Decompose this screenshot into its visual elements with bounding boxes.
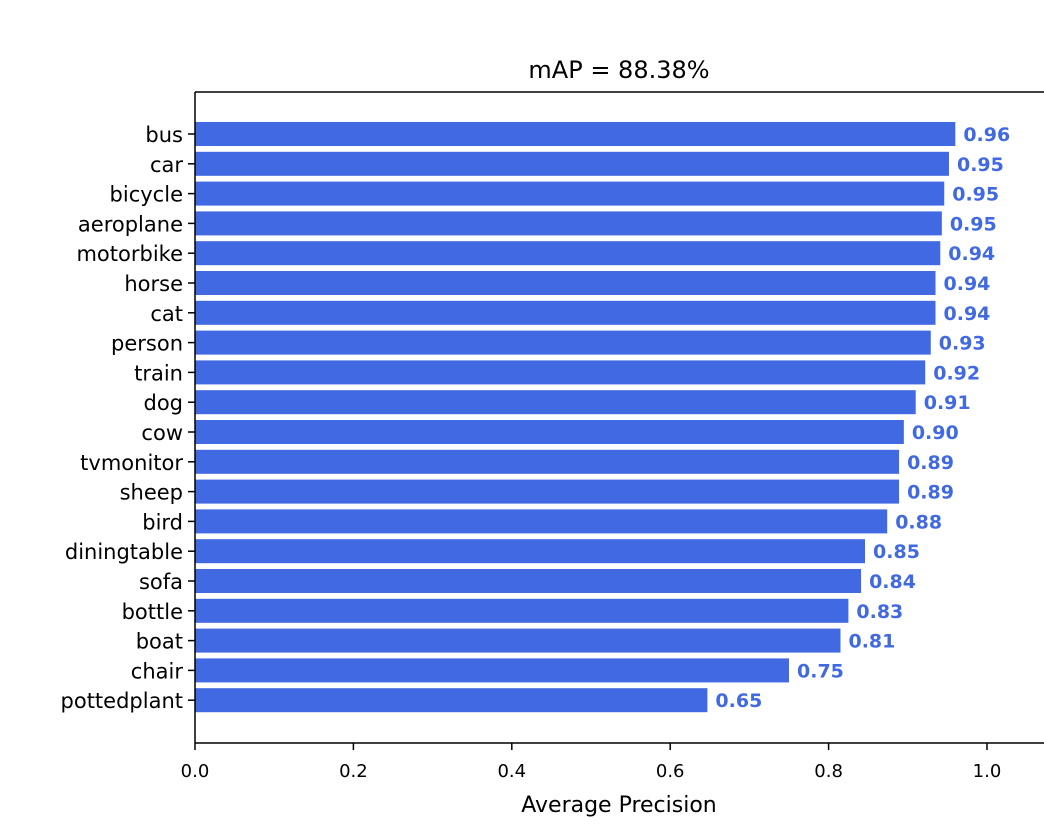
bar-train: [195, 360, 926, 385]
bar-bus: [195, 122, 956, 146]
bar-boat: [195, 628, 841, 653]
data-label-horse: 0.94: [944, 273, 991, 295]
y-tick-label-cat: cat: [150, 302, 183, 326]
x-tick-label: 0.8: [814, 761, 843, 782]
data-label-sofa: 0.84: [869, 571, 916, 593]
y-tick-label-sheep: sheep: [120, 481, 183, 505]
y-tick-label-pottedplant: pottedplant: [61, 689, 183, 713]
data-label-tvmonitor: 0.89: [907, 452, 954, 474]
data-label-dog: 0.91: [924, 392, 971, 414]
x-tick-label: 0.6: [656, 761, 685, 782]
y-tick-label-dog: dog: [143, 391, 183, 415]
bar-bird: [195, 509, 888, 534]
bar-person: [195, 330, 931, 355]
data-label-diningtable: 0.85: [873, 541, 920, 563]
bar-pottedplant: [195, 688, 708, 713]
data-label-bus: 0.96: [963, 124, 1010, 146]
x-tick-label: 0.2: [339, 761, 368, 782]
y-tick-label-train: train: [134, 361, 183, 385]
data-label-cat: 0.94: [944, 303, 991, 325]
data-label-cow: 0.90: [912, 422, 959, 444]
chart-title: mAP = 88.38%: [528, 56, 709, 84]
bar-diningtable: [195, 539, 866, 564]
y-tick-label-boat: boat: [136, 630, 183, 654]
bar-chair: [195, 658, 789, 683]
bar-cow: [195, 420, 904, 444]
y-tick-label-cow: cow: [141, 421, 183, 445]
y-tick-label-aeroplane: aeroplane: [78, 212, 183, 236]
y-tick-label-bus: bus: [145, 123, 183, 147]
x-tick-label: 0.0: [181, 761, 210, 782]
y-tick-label-chair: chair: [131, 659, 184, 683]
y-tick-label-motorbike: motorbike: [76, 242, 183, 266]
bar-sheep: [195, 479, 900, 504]
data-label-chair: 0.75: [797, 660, 844, 682]
y-tick-label-diningtable: diningtable: [65, 540, 183, 564]
data-label-boat: 0.81: [848, 631, 895, 653]
x-tick-label: 0.4: [497, 761, 526, 782]
y-tick-label-bicycle: bicycle: [110, 183, 183, 207]
data-label-pottedplant: 0.65: [715, 690, 762, 712]
y-tick-label-tvmonitor: tvmonitor: [80, 451, 183, 475]
bar-bicycle: [195, 181, 945, 206]
y-tick-label-bird: bird: [142, 510, 183, 534]
data-label-motorbike: 0.94: [948, 243, 995, 265]
bar-horse: [195, 271, 936, 295]
data-label-bicycle: 0.95: [952, 184, 999, 206]
data-label-bottle: 0.83: [856, 601, 903, 623]
data-label-person: 0.93: [939, 333, 986, 355]
y-tick-label-horse: horse: [124, 272, 183, 296]
bar-tvmonitor: [195, 449, 900, 474]
bar-motorbike: [195, 241, 941, 266]
data-label-aeroplane: 0.95: [950, 213, 997, 235]
y-tick-label-sofa: sofa: [139, 570, 183, 594]
bar-sofa: [195, 569, 862, 593]
bar-aeroplane: [195, 211, 942, 236]
x-axis-label: Average Precision: [521, 793, 717, 818]
x-tick-label: 1.0: [973, 761, 1002, 782]
y-tick-label-person: person: [111, 332, 183, 356]
bar-dog: [195, 390, 916, 415]
y-tick-label-car: car: [150, 153, 183, 177]
bar-car: [195, 151, 949, 176]
data-label-sheep: 0.89: [907, 482, 954, 504]
data-label-car: 0.95: [957, 154, 1004, 176]
bar-bottle: [195, 598, 849, 623]
y-tick-label-bottle: bottle: [122, 600, 183, 624]
data-label-train: 0.92: [933, 362, 980, 384]
data-label-bird: 0.88: [895, 511, 942, 533]
bar-cat: [195, 300, 936, 325]
